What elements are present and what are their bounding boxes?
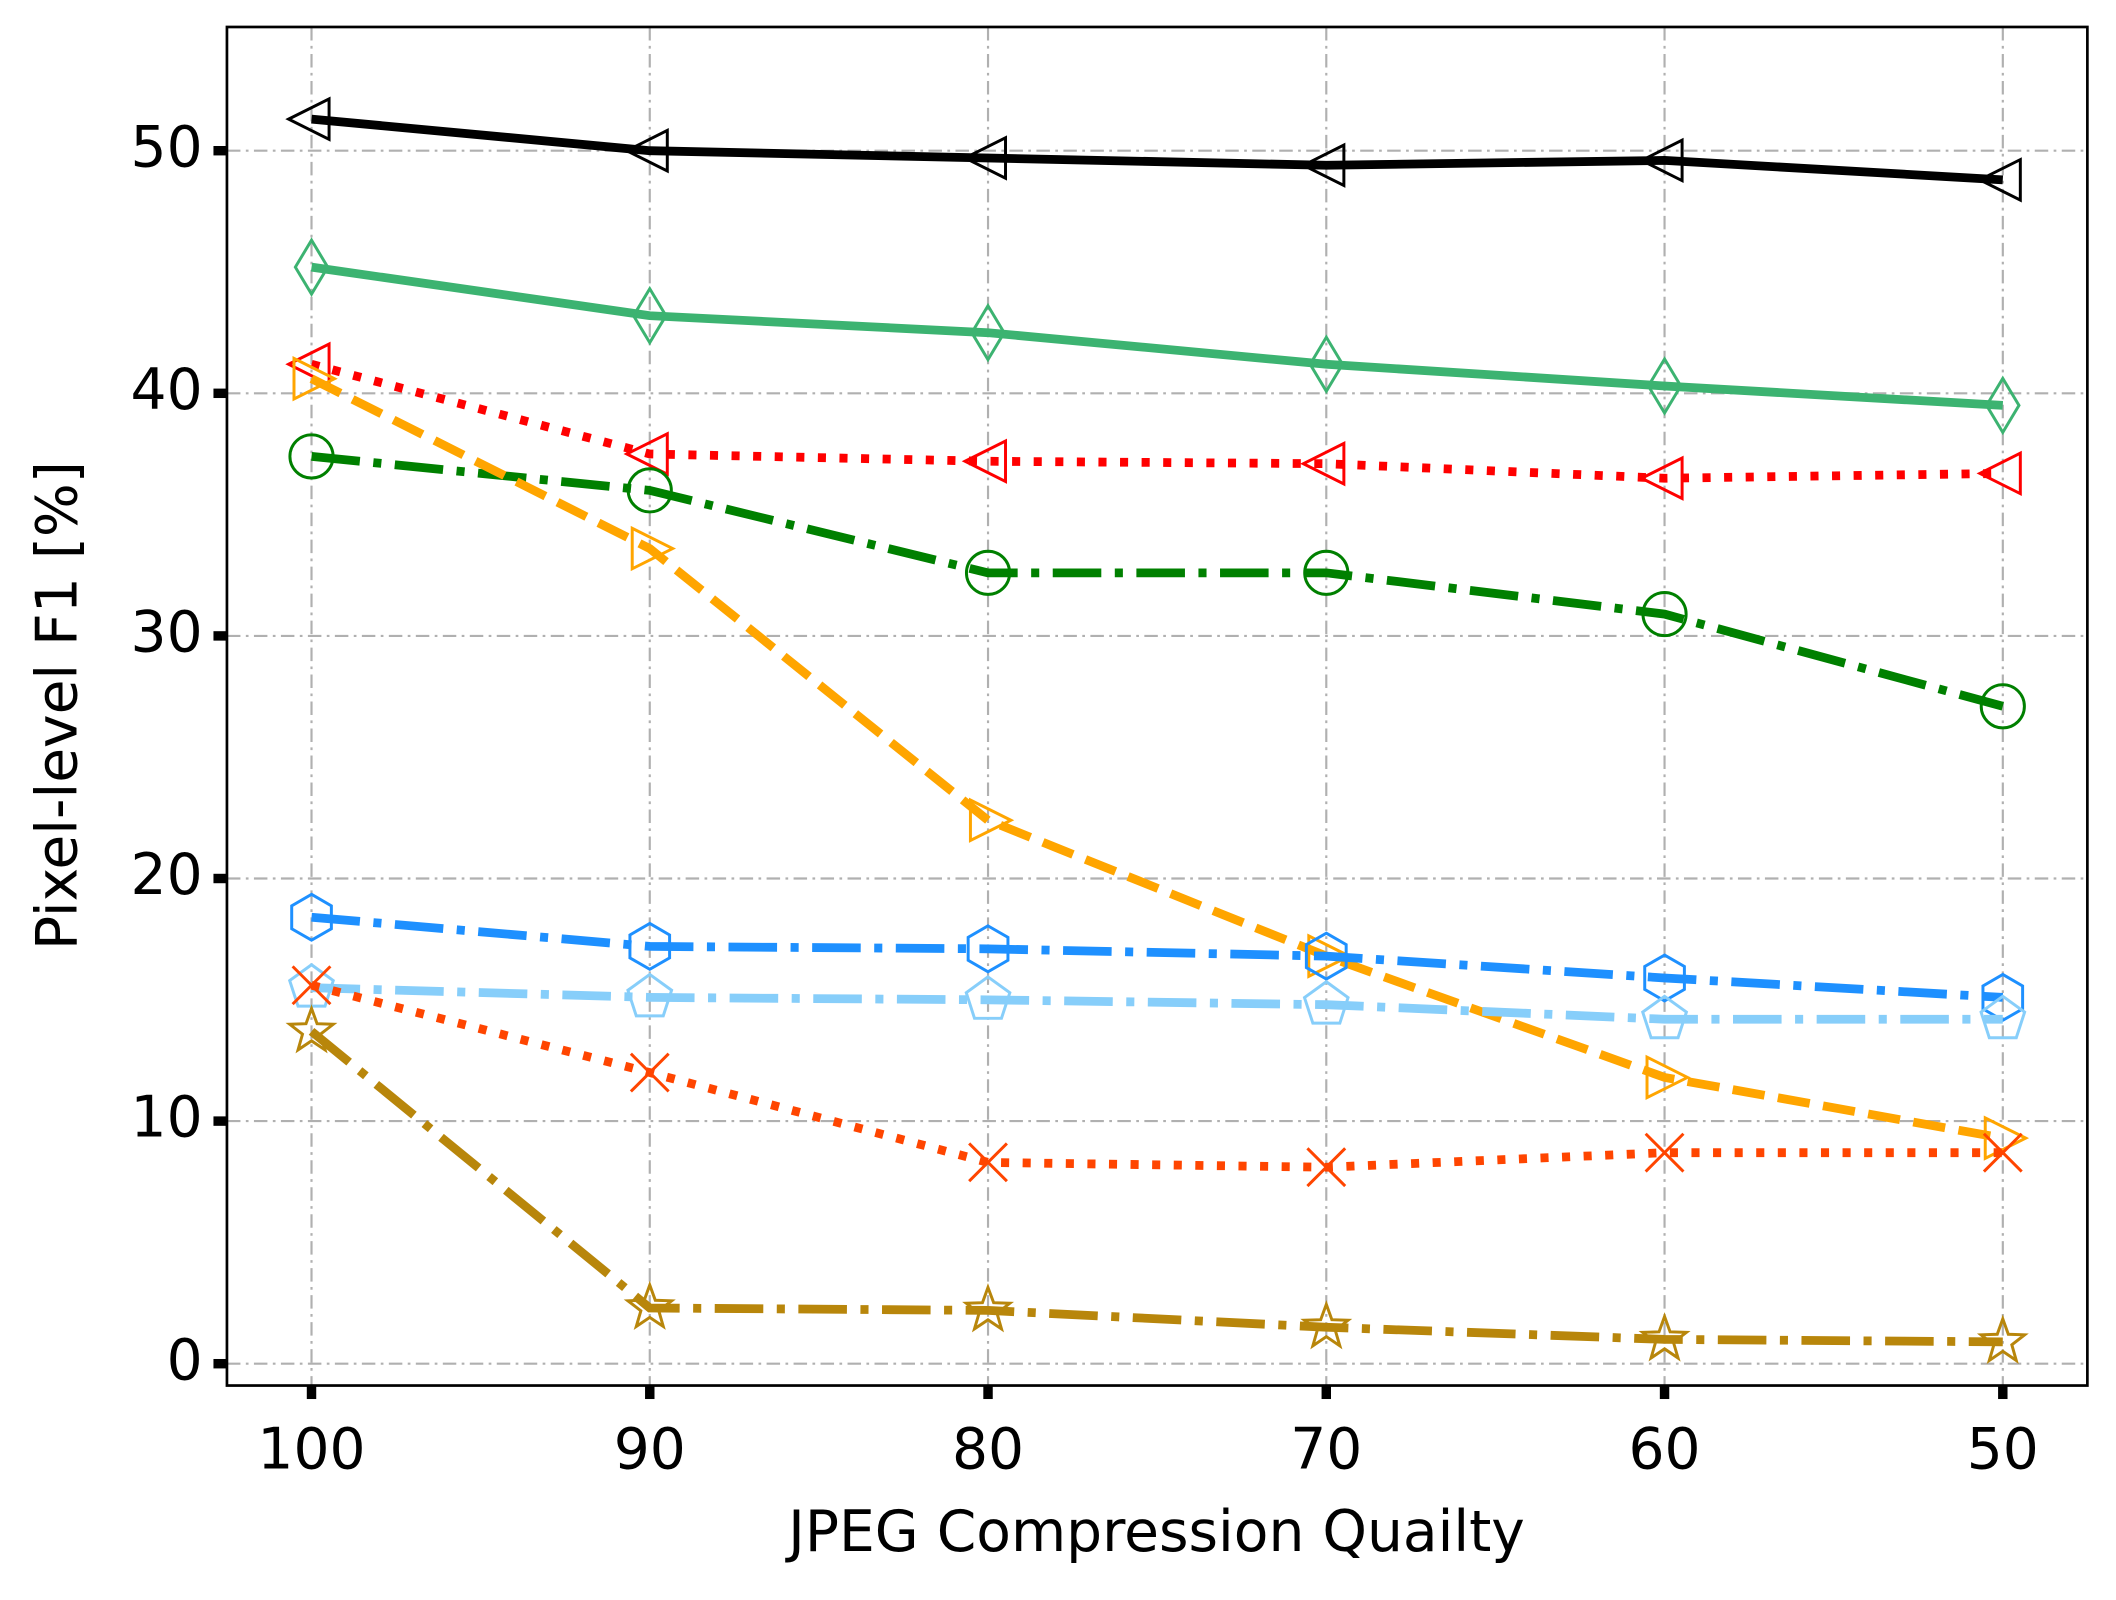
series-line [309,374,2004,1143]
y-axis-label: Pixel-level F1 [%] [25,461,91,950]
point-marker [1638,1312,1691,1362]
x-tick-label: 100 [257,1417,365,1483]
point-marker [966,924,1010,974]
point-marker [1643,953,1686,1003]
y-tick-label: 30 [131,600,203,666]
point-marker [623,431,669,477]
axes-frame [225,25,2089,1387]
point-marker [623,128,669,174]
x-tick-label: 70 [1290,1417,1362,1483]
series-line [311,114,2004,185]
point-marker [1979,683,2026,730]
point-marker [1638,137,1684,184]
y-tick-label: 20 [131,842,203,908]
point-marker [628,921,672,972]
point-marker [1640,994,1689,1040]
point-marker [285,1004,338,1054]
point-marker [1303,549,1350,596]
point-marker [1644,1132,1685,1173]
point-marker [623,1280,676,1330]
point-marker [1979,994,2027,1040]
series-line [311,452,2004,711]
point-marker [961,438,1008,484]
y-tick-label: 40 [131,357,203,423]
x-tick-label: 80 [952,1417,1024,1483]
x-tick-label: 90 [614,1417,686,1483]
y-tick-label: 50 [131,114,203,180]
x-axis-label: JPEG Compression Quailty [785,1499,1525,1565]
point-marker [1300,142,1346,188]
point-marker [291,965,332,1006]
point-marker [1307,933,1353,979]
point-marker [1300,441,1346,487]
point-marker [630,525,677,572]
point-marker [1302,979,1350,1025]
grid [226,26,2088,1386]
point-marker [629,1052,670,1093]
point-marker [1976,157,2022,203]
series-line [311,912,2004,1002]
series-line [310,360,2003,483]
point-marker [1308,334,1345,395]
ticks: 100 90 80 70 60 50 0 10 20 30 40 50 [131,114,2039,1482]
point-marker [631,285,668,346]
point-marker [293,237,330,297]
point-marker [964,975,1012,1020]
point-marker [626,972,674,1018]
point-marker [290,892,333,942]
y-tick-label: 0 [167,1327,203,1393]
point-marker [1304,931,1348,981]
series-line [308,1028,2003,1347]
point-marker [1306,1147,1347,1188]
series-line [310,262,2004,410]
point-marker [1976,1314,2029,1364]
point-marker [1645,1054,1691,1101]
point-marker [964,549,1012,596]
point-marker [1638,455,1684,501]
point-marker [626,467,673,514]
point-marker [1984,375,2021,436]
point-marker [285,341,331,387]
point-marker [961,135,1008,181]
point-marker [1300,1299,1353,1350]
point-marker [970,302,1006,363]
point-marker [1983,1115,2030,1161]
point-marker [1646,356,1683,416]
point-marker [1641,591,1688,638]
series-line [310,981,2003,1172]
x-tick-label: 50 [1967,1417,2039,1483]
point-marker [1982,1132,2023,1173]
point-marker [962,1283,1014,1333]
point-marker [1976,450,2022,497]
point-marker [968,1142,1008,1183]
point-marker [288,433,335,480]
x-tick-label: 60 [1629,1417,1701,1483]
point-marker [285,96,331,142]
point-marker [292,356,338,402]
series-line [311,983,2003,1024]
point-marker [968,797,1015,843]
plot-area [285,96,2030,1364]
y-tick-label: 10 [131,1085,203,1151]
